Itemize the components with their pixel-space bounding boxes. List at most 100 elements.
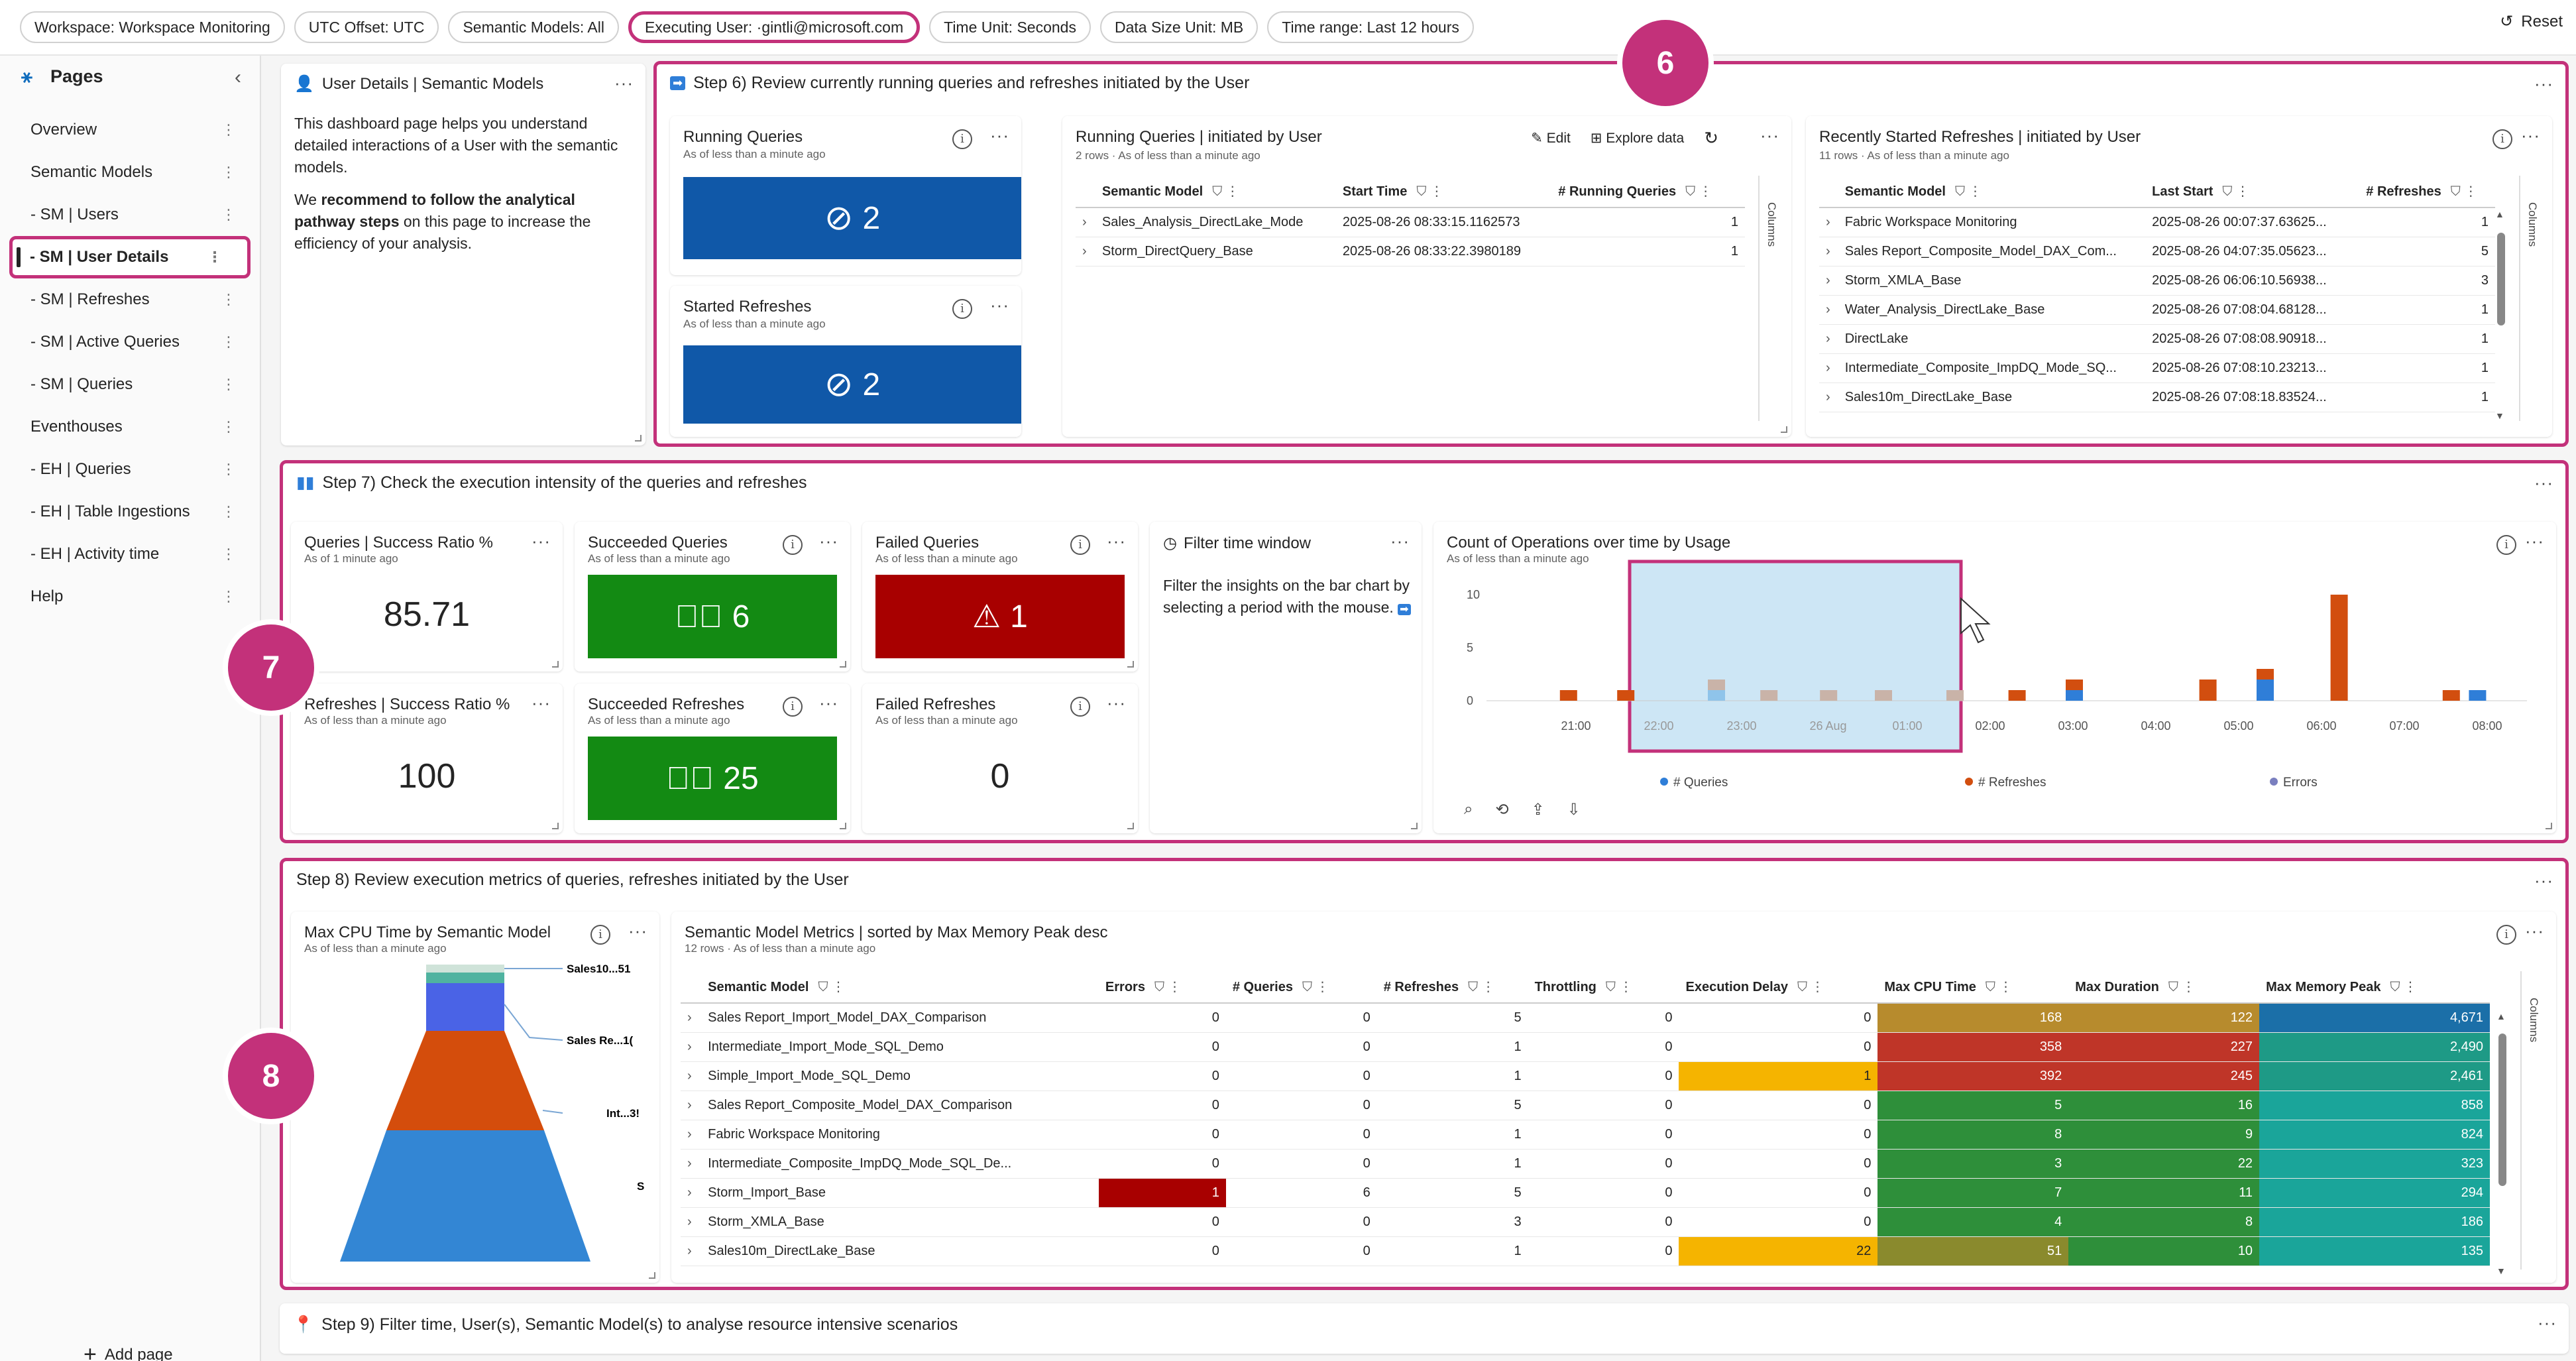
info-icon[interactable]: i [2492,129,2512,149]
table-row[interactable]: › Sales10m_DirectLake_Base 0 0 1 0 22 51 10 135 [681,1236,2490,1266]
resize-handle[interactable] [552,661,559,668]
info-icon[interactable]: i [783,697,803,717]
running-queries-more-icon[interactable]: ··· [990,125,1009,145]
table-row[interactable]: › Intermediate_Composite_ImpDQ_Mode_SQ...… [1819,353,2495,383]
reset-zoom-icon[interactable]: ⟲ [1495,801,1509,819]
column-header[interactable]: Semantic Model ⛉ ⋮ [1095,176,1336,208]
metrics-more-icon[interactable]: ··· [2525,921,2544,941]
table-row[interactable]: › Intermediate_Import_Mode_SQL_Demo 0 0 1 0 0 3… [681,1032,2490,1062]
expand-row-icon[interactable]: › [1819,324,1838,354]
resize-handle[interactable] [1127,661,1134,668]
filter-icon[interactable]: ⛉ ⋮ [1985,980,2013,994]
expand-row-icon[interactable]: › [1819,383,1838,412]
column-header[interactable]: Last Start ⛉ ⋮ [2145,176,2360,208]
more-vertical-icon[interactable]: ⋮ [207,249,222,265]
step7-more-icon[interactable]: ··· [2534,473,2553,493]
q-ratio-more-icon[interactable]: ··· [532,531,551,551]
expand-row-icon[interactable]: › [681,1207,702,1237]
column-header[interactable]: Semantic Model ⛉ ⋮ [701,971,1099,1004]
resize-handle[interactable] [552,823,559,829]
table-row[interactable]: › Sales Report_Import_Model_DAX_Compariso… [681,1003,2490,1033]
funnel-segment-2[interactable] [426,973,504,983]
column-header[interactable]: # Refreshes ⛉ ⋮ [2359,176,2495,208]
sidebar-item[interactable]: - EH | Activity time ⋮ [0,533,261,575]
more-vertical-icon[interactable]: ⋮ [221,164,236,180]
table-row[interactable]: › Sales Report_Composite_Model_DAX_Compar… [681,1091,2490,1120]
expand-row-icon[interactable]: › [1819,237,1838,266]
info-icon[interactable]: i [783,535,803,555]
filter-icon[interactable]: ⛉ ⋮ [818,980,845,994]
filter-icon[interactable]: ⛉ ⋮ [2168,980,2196,994]
expand-row-icon[interactable]: › [1819,295,1838,325]
intro-more-icon[interactable]: ··· [614,73,634,93]
rq-table-more-icon[interactable]: ··· [1760,125,1779,145]
table-row[interactable]: › Simple_Import_Mode_SQL_Demo 0 0 1 0 1 392 245 2… [681,1061,2490,1091]
table-row[interactable]: › Storm_DirectQuery_Base 2025-08-26 08:33:… [1076,237,1745,266]
table-row[interactable]: › Water_Analysis_DirectLake_Base 2025-08-2… [1819,295,2495,325]
more-vertical-icon[interactable]: ⋮ [221,503,236,520]
table-row[interactable]: › Sales Report_Composite_Model_DAX_Com...… [1819,237,2495,266]
expand-row-icon[interactable]: › [1819,207,1838,237]
zoom-icon[interactable]: ⌕ [1464,800,1473,818]
expand-row-icon[interactable]: › [1819,353,1838,383]
table-row[interactable]: › Storm_XMLA_Base 2025-08-26 06:06:10.5693… [1819,266,2495,296]
resize-handle[interactable] [2546,823,2552,829]
explore-data-button[interactable]: ⊞ Explore data [1590,131,1685,146]
expand-row-icon[interactable]: › [681,1091,702,1120]
more-vertical-icon[interactable]: ⋮ [221,418,236,435]
started-refreshes-more-icon[interactable]: ··· [990,295,1009,315]
resize-handle[interactable] [649,1272,655,1279]
sidebar-item[interactable]: Eventhouses ⋮ [0,406,261,448]
expand-row-icon[interactable]: › [681,1032,702,1062]
expand-row-icon[interactable]: › [681,1236,702,1266]
more-vertical-icon[interactable]: ⋮ [221,461,236,477]
table-row[interactable]: › Sales10m_DirectLake_Base 2025-08-26 07:0… [1819,383,2495,412]
filter-icon[interactable]: ⛉ ⋮ [1685,184,1712,199]
sidebar-item[interactable]: - SM | Users ⋮ [0,194,261,236]
column-header[interactable]: Semantic Model ⛉ ⋮ [1838,176,2146,208]
funnel-segment-3[interactable] [426,983,504,1031]
filter-icon[interactable]: ⛉ ⋮ [1416,184,1443,199]
more-vertical-icon[interactable]: ⋮ [221,333,236,350]
filter-icon[interactable]: ⛉ ⋮ [1154,980,1182,994]
filter-icon[interactable]: ⛉ ⋮ [2222,184,2249,199]
chart-more-icon[interactable]: ··· [2525,531,2544,551]
expand-row-icon[interactable]: › [681,1178,702,1208]
info-icon[interactable]: i [2496,925,2516,945]
table-row[interactable]: › Sales_Analysis_DirectLake_Mode 2025-08-2… [1076,207,1745,237]
filter-icon[interactable]: ⛉ ⋮ [2390,980,2418,994]
expand-row-icon[interactable]: › [1076,207,1095,237]
info-icon[interactable]: i [590,925,610,945]
filter-pill[interactable]: Time range: Last 12 hours [1267,11,1474,43]
expand-row-icon[interactable]: › [681,1149,702,1179]
reset-button[interactable]: ↺ Reset [2500,12,2563,31]
info-icon[interactable]: i [2496,535,2516,555]
filter-icon[interactable]: ⛉ ⋮ [1212,184,1239,199]
filter-pill[interactable]: Time Unit: Seconds [929,11,1091,43]
cpu-funnel-chart[interactable]: Sales10...51 Sales Re...1( Int...3! S [291,912,659,1283]
sidebar-item[interactable]: - SM | Refreshes ⋮ [0,278,261,321]
filter-icon[interactable]: ⛉ ⋮ [1468,980,1495,994]
export-icon[interactable]: ⇪ [1531,801,1545,819]
info-icon[interactable]: i [1070,535,1090,555]
collapse-sidebar-icon[interactable]: ‹ [235,66,241,88]
step9-more-icon[interactable]: ··· [2538,1313,2557,1332]
expand-row-icon[interactable]: › [1076,237,1095,266]
column-header[interactable]: # Refreshes ⛉ ⋮ [1376,971,1528,1004]
resize-handle[interactable] [1411,823,1418,829]
more-vertical-icon[interactable]: ⋮ [221,206,236,223]
table-row[interactable]: › Fabric Workspace Monitoring 2025-08-26 0… [1819,207,2495,237]
expand-row-icon[interactable]: › [1819,266,1838,296]
fail-r-more-icon[interactable]: ··· [1107,693,1126,713]
column-header[interactable]: Execution Delay ⛉ ⋮ [1679,971,1878,1004]
filter-pill[interactable]: Workspace: Workspace Monitoring [20,11,285,43]
column-header[interactable]: # Running Queries ⛉ ⋮ [1551,176,1745,208]
resize-handle[interactable] [635,435,642,442]
filter-pill[interactable]: Executing User: ·gintli@microsoft.com [628,11,921,43]
refresh-icon[interactable]: ↻ [1704,128,1718,148]
filter-pill[interactable]: UTC Offset: UTC [294,11,439,43]
columns-toggle[interactable]: Columns [2519,176,2544,421]
filter-pill[interactable]: Semantic Models: All [448,11,619,43]
more-vertical-icon[interactable]: ⋮ [221,546,236,562]
operations-bar-chart[interactable]: 0 5 10 21:00 22:00 23:00 26 Aug 01:00 02:00 03:00… [1433,522,2556,833]
